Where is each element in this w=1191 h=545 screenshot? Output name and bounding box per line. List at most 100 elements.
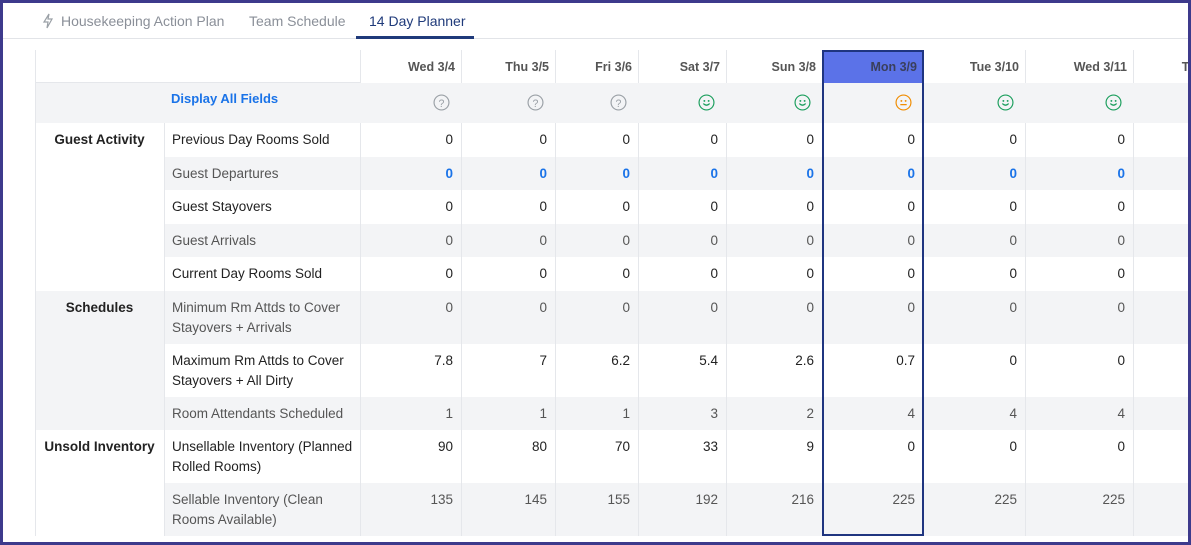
- value-cell: 0: [923, 430, 1025, 483]
- value-cell: 0: [638, 123, 726, 157]
- value-cell: 0: [360, 257, 461, 291]
- value-cell: 2.6: [726, 343, 822, 397]
- row-label: Sellable Inventory (Clean Rooms Availabl…: [165, 483, 360, 536]
- value-cell: [1133, 223, 1188, 257]
- tab[interactable]: Team Schedule: [249, 13, 346, 29]
- value-cell: 0: [555, 123, 638, 157]
- value-cell: 0: [1025, 257, 1133, 291]
- value-cell: 216: [726, 483, 822, 536]
- value-cell: 0: [360, 123, 461, 157]
- tab[interactable]: Housekeeping Action Plan: [61, 13, 225, 29]
- value-cell: 0: [726, 156, 822, 190]
- value-cell: [1133, 156, 1188, 190]
- value-cell: 0: [726, 190, 822, 224]
- value-cell: 90: [360, 430, 461, 483]
- tab-divider: [3, 38, 1188, 39]
- value-cell: 0: [923, 156, 1025, 190]
- value-cell: 192: [638, 483, 726, 536]
- value-cell: 0: [461, 290, 555, 344]
- value-cell: 1: [360, 396, 461, 430]
- value-cell: 0: [555, 290, 638, 344]
- status-icon: [997, 94, 1014, 111]
- row-label: Guest Stayovers: [165, 190, 360, 224]
- value-cell: [1133, 190, 1188, 224]
- value-cell: 0: [555, 156, 638, 190]
- value-cell: 0: [1025, 123, 1133, 157]
- display-all-link[interactable]: Display All Fields: [171, 91, 279, 106]
- row-label: Minimum Rm Attds to Cover Stayovers + Ar…: [165, 290, 360, 344]
- value-cell: 1: [461, 396, 555, 430]
- value-cell: 0: [822, 223, 923, 257]
- column-header: Tue 3/10: [923, 50, 1025, 83]
- value-cell: 0: [461, 190, 555, 224]
- row-label: Guest Arrivals: [165, 223, 360, 257]
- value-cell: 6.2: [555, 343, 638, 397]
- value-cell: 0: [1025, 190, 1133, 224]
- value-cell: 0: [1025, 156, 1133, 190]
- value-cell: 0: [360, 156, 461, 190]
- status-icon: ?: [610, 94, 627, 111]
- value-cell: 5.4: [638, 343, 726, 397]
- value-cell: 0: [638, 290, 726, 344]
- group-cell: Guest Activity: [35, 123, 165, 291]
- svg-text:?: ?: [533, 98, 539, 110]
- value-cell: 0: [461, 156, 555, 190]
- column-header: Wed 3/11: [1025, 50, 1133, 83]
- row-label: Guest Departures: [165, 156, 360, 190]
- value-cell: 70: [555, 430, 638, 483]
- value-cell: 0: [923, 123, 1025, 157]
- value-cell: 135: [360, 483, 461, 536]
- value-cell: 0: [923, 190, 1025, 224]
- value-cell: [1133, 430, 1188, 483]
- value-cell: 0: [461, 257, 555, 291]
- value-cell: 0: [822, 190, 923, 224]
- left-rule: [35, 50, 36, 536]
- value-cell: 0: [1025, 223, 1133, 257]
- column-header: Sun 3/8: [726, 50, 822, 83]
- status-icon: ?: [527, 94, 544, 111]
- value-cell: 0: [555, 190, 638, 224]
- value-cell: 0: [360, 290, 461, 344]
- column-header: Wed 3/4: [360, 50, 461, 83]
- value-cell: 0.7: [822, 343, 923, 397]
- value-cell: 0: [638, 223, 726, 257]
- value-cell: 0: [461, 223, 555, 257]
- value-cell: 80: [461, 430, 555, 483]
- value-cell: 0: [726, 257, 822, 291]
- row-label: Room Attendants Scheduled: [165, 396, 360, 430]
- value-cell: 155: [555, 483, 638, 536]
- value-cell: 0: [555, 257, 638, 291]
- value-cell: 7.8: [360, 343, 461, 397]
- value-cell: 0: [360, 223, 461, 257]
- column-header: Fri 3/6: [555, 50, 638, 83]
- value-cell: 0: [923, 343, 1025, 397]
- svg-text:?: ?: [439, 98, 445, 110]
- tab-underline: [356, 36, 474, 39]
- row-label: Maximum Rm Attds to Cover Stayovers + Al…: [165, 343, 360, 397]
- status-icon: [895, 94, 912, 111]
- value-cell: [1133, 123, 1188, 157]
- value-cell: 7: [461, 343, 555, 397]
- value-cell: 0: [726, 223, 822, 257]
- column-header: Mon 3/9: [822, 50, 923, 83]
- bolt-icon: [42, 13, 54, 29]
- value-cell: 145: [461, 483, 555, 536]
- value-cell: 0: [822, 290, 923, 344]
- value-cell: [1133, 257, 1188, 291]
- value-cell: 0: [923, 223, 1025, 257]
- value-cell: [1133, 483, 1188, 536]
- value-cell: 3: [638, 396, 726, 430]
- group-cell: Schedules: [35, 290, 165, 430]
- value-cell: 0: [461, 123, 555, 157]
- tab-active[interactable]: 14 Day Planner: [369, 13, 466, 29]
- value-cell: 2: [726, 396, 822, 430]
- value-cell: 0: [638, 190, 726, 224]
- value-cell: 33: [638, 430, 726, 483]
- value-cell: 0: [360, 190, 461, 224]
- value-cell: 0: [822, 257, 923, 291]
- value-cell: [1133, 343, 1188, 397]
- value-cell: 1: [555, 396, 638, 430]
- value-cell: 0: [923, 290, 1025, 344]
- value-cell: 0: [1025, 343, 1133, 397]
